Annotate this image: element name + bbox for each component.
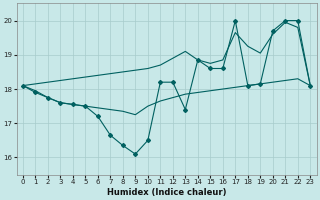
X-axis label: Humidex (Indice chaleur): Humidex (Indice chaleur) xyxy=(107,188,226,197)
